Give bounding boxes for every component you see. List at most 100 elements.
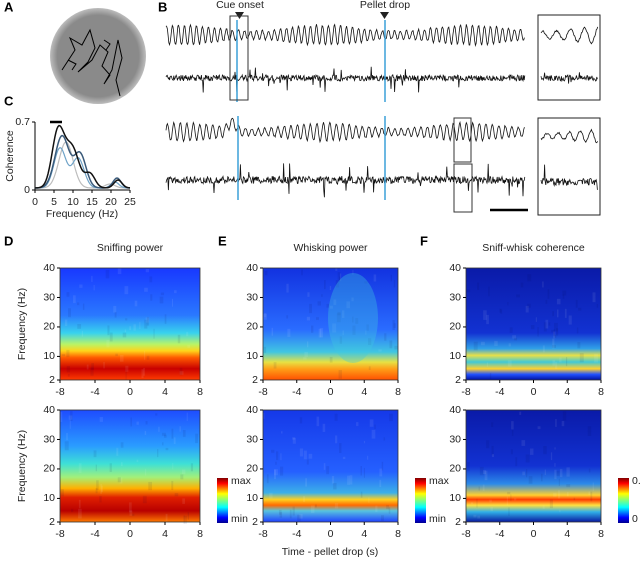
texture bbox=[161, 432, 166, 436]
texture bbox=[310, 325, 314, 333]
y-tick-label: 30 bbox=[246, 433, 258, 445]
texture bbox=[323, 280, 326, 290]
texture bbox=[73, 295, 76, 304]
texture bbox=[338, 370, 342, 379]
texture bbox=[183, 515, 185, 524]
texture bbox=[82, 303, 85, 310]
colorbar-label: min bbox=[231, 513, 248, 525]
texture bbox=[494, 340, 498, 346]
texture bbox=[329, 356, 333, 363]
y-tick-label: 2 bbox=[455, 374, 461, 386]
texture bbox=[486, 362, 488, 367]
x-tick-label: -8 bbox=[55, 528, 64, 540]
texture bbox=[471, 502, 474, 505]
inset-box bbox=[537, 14, 601, 101]
texture bbox=[153, 328, 155, 339]
texture bbox=[375, 505, 378, 512]
texture bbox=[575, 299, 578, 308]
texture bbox=[566, 491, 569, 497]
texture bbox=[335, 280, 340, 288]
texture bbox=[280, 431, 283, 434]
texture bbox=[131, 513, 135, 517]
texture bbox=[77, 324, 82, 329]
x-tick-label: -8 bbox=[258, 386, 267, 398]
texture bbox=[182, 430, 186, 437]
texture bbox=[109, 332, 113, 342]
texture bbox=[117, 268, 122, 275]
texture bbox=[179, 371, 184, 375]
texture bbox=[566, 467, 570, 477]
texture bbox=[173, 437, 176, 445]
texture bbox=[588, 491, 591, 496]
texture bbox=[165, 447, 169, 451]
texture bbox=[491, 453, 495, 458]
texture bbox=[334, 503, 339, 509]
colorbar-label: 0 bbox=[632, 513, 638, 525]
texture bbox=[542, 345, 545, 353]
texture bbox=[116, 447, 119, 456]
y-axis-label: Frequency (Hz) bbox=[16, 288, 28, 360]
y-tick-label: 10 bbox=[246, 492, 258, 504]
texture bbox=[394, 345, 399, 350]
texture bbox=[158, 426, 160, 432]
y-tick-label: 10 bbox=[449, 350, 461, 362]
texture bbox=[326, 303, 330, 308]
texture bbox=[556, 328, 559, 336]
y-tick-label: 40 bbox=[449, 404, 461, 416]
texture bbox=[542, 505, 545, 509]
texture bbox=[263, 346, 267, 354]
texture bbox=[136, 459, 139, 463]
texture bbox=[514, 337, 518, 341]
texture bbox=[573, 497, 576, 501]
texture bbox=[519, 411, 522, 415]
texture bbox=[386, 504, 390, 510]
texture bbox=[124, 329, 127, 333]
texture bbox=[162, 442, 164, 446]
y-tick-label: 30 bbox=[449, 433, 461, 445]
texture bbox=[271, 449, 275, 453]
texture bbox=[351, 297, 354, 302]
texture bbox=[95, 464, 97, 472]
spectrogram bbox=[60, 410, 200, 522]
trace bbox=[165, 23, 525, 47]
texture bbox=[579, 353, 584, 363]
trace bbox=[540, 128, 599, 144]
texture bbox=[360, 491, 363, 498]
texture bbox=[374, 424, 376, 429]
texture bbox=[484, 470, 488, 481]
texture bbox=[78, 463, 82, 473]
y-tick-label: 2 bbox=[49, 374, 55, 386]
texture bbox=[100, 483, 102, 494]
texture bbox=[195, 433, 198, 444]
texture bbox=[117, 477, 121, 483]
texture bbox=[307, 292, 310, 297]
y-tick-label: 10 bbox=[43, 492, 55, 504]
texture bbox=[305, 478, 308, 487]
texture bbox=[129, 326, 132, 331]
texture bbox=[317, 301, 321, 306]
texture bbox=[530, 325, 535, 330]
texture bbox=[278, 509, 282, 515]
texture bbox=[124, 286, 129, 295]
trajectory bbox=[61, 28, 123, 97]
x-tick-label: 4 bbox=[162, 528, 168, 540]
texture bbox=[339, 276, 341, 282]
panel-title: Sniff-whisk coherence bbox=[482, 242, 585, 254]
texture bbox=[515, 457, 518, 467]
texture bbox=[368, 497, 370, 503]
x-tick-label: 8 bbox=[395, 528, 401, 540]
texture bbox=[545, 319, 549, 329]
arena bbox=[50, 8, 146, 104]
texture bbox=[467, 462, 470, 472]
texture bbox=[157, 449, 159, 458]
texture bbox=[160, 292, 165, 296]
y-tick-label: 10 bbox=[449, 492, 461, 504]
texture bbox=[181, 469, 186, 475]
x-tick-label: 0 bbox=[127, 386, 133, 398]
texture bbox=[488, 286, 490, 297]
trace bbox=[540, 72, 598, 84]
x-tick-label: 4 bbox=[564, 386, 570, 398]
x-tick-label: 0 bbox=[32, 196, 38, 208]
colorbar-label: 0.75 bbox=[632, 475, 640, 487]
texture bbox=[136, 421, 139, 425]
